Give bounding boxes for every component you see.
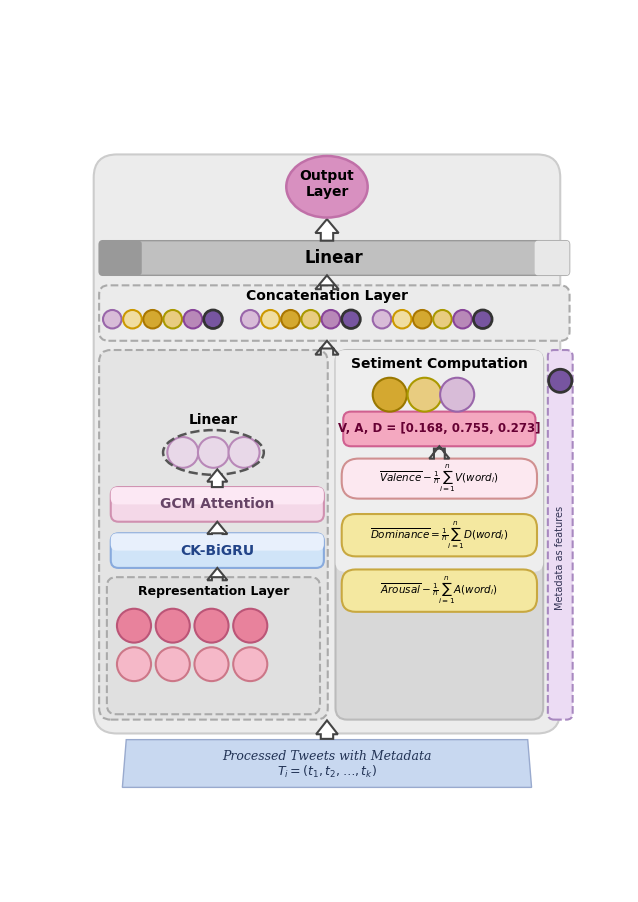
FancyBboxPatch shape xyxy=(342,514,537,557)
Text: $\overline{Valence} - \frac{1}{n}\sum_{i=1}^{n}V(word_i)$: $\overline{Valence} - \frac{1}{n}\sum_{i… xyxy=(380,463,500,494)
Circle shape xyxy=(454,310,472,328)
FancyBboxPatch shape xyxy=(111,533,324,568)
Circle shape xyxy=(117,609,151,642)
Ellipse shape xyxy=(286,156,367,217)
FancyBboxPatch shape xyxy=(548,350,573,720)
Circle shape xyxy=(261,310,279,328)
Circle shape xyxy=(204,310,223,328)
Circle shape xyxy=(408,378,441,411)
Circle shape xyxy=(440,378,474,411)
Text: Output
Layer: Output Layer xyxy=(300,169,354,198)
Circle shape xyxy=(281,310,300,328)
Circle shape xyxy=(195,648,228,681)
FancyBboxPatch shape xyxy=(111,487,324,521)
Circle shape xyxy=(117,648,151,681)
FancyBboxPatch shape xyxy=(107,577,320,714)
Polygon shape xyxy=(315,275,339,290)
Circle shape xyxy=(373,378,407,411)
Circle shape xyxy=(549,369,572,392)
Polygon shape xyxy=(316,721,338,739)
Text: $\overline{Arousal} - \frac{1}{n}\sum_{i=1}^{n}A(word_i)$: $\overline{Arousal} - \frac{1}{n}\sum_{i… xyxy=(380,575,498,606)
FancyBboxPatch shape xyxy=(342,458,537,499)
FancyBboxPatch shape xyxy=(342,569,537,612)
Circle shape xyxy=(228,437,260,468)
Circle shape xyxy=(373,310,391,328)
Circle shape xyxy=(241,310,260,328)
Polygon shape xyxy=(207,568,227,580)
Circle shape xyxy=(198,437,229,468)
Polygon shape xyxy=(207,469,227,487)
FancyBboxPatch shape xyxy=(535,241,570,275)
Text: Concatenation Layer: Concatenation Layer xyxy=(246,290,408,303)
Circle shape xyxy=(413,310,431,328)
Circle shape xyxy=(184,310,202,328)
FancyBboxPatch shape xyxy=(336,350,543,572)
FancyBboxPatch shape xyxy=(99,241,142,275)
Polygon shape xyxy=(315,219,339,241)
FancyBboxPatch shape xyxy=(99,285,570,341)
Polygon shape xyxy=(207,521,227,534)
Polygon shape xyxy=(122,740,531,787)
Circle shape xyxy=(393,310,412,328)
Text: CK-BiGRU: CK-BiGRU xyxy=(181,544,255,557)
FancyBboxPatch shape xyxy=(99,241,570,275)
Circle shape xyxy=(167,437,198,468)
Circle shape xyxy=(473,310,492,328)
Text: Processed Tweets with Metadata: Processed Tweets with Metadata xyxy=(222,750,432,763)
Circle shape xyxy=(156,609,189,642)
Circle shape xyxy=(156,648,189,681)
Text: $\overline{Dominance} = \frac{1}{n}\sum_{i=1}^{n}D(word_i)$: $\overline{Dominance} = \frac{1}{n}\sum_… xyxy=(370,520,508,551)
FancyBboxPatch shape xyxy=(99,350,328,720)
Text: $T_i = (t_1, t_2, \ldots, t_k)$: $T_i = (t_1, t_2, \ldots, t_k)$ xyxy=(277,764,377,780)
Circle shape xyxy=(301,310,320,328)
FancyBboxPatch shape xyxy=(94,154,560,733)
Circle shape xyxy=(123,310,142,328)
Circle shape xyxy=(163,310,182,328)
FancyBboxPatch shape xyxy=(111,533,324,550)
Polygon shape xyxy=(429,446,449,458)
FancyBboxPatch shape xyxy=(343,411,535,446)
Circle shape xyxy=(342,310,360,328)
Text: GCM Attention: GCM Attention xyxy=(160,497,274,511)
Text: Metadata as features: Metadata as features xyxy=(555,506,565,610)
Circle shape xyxy=(144,310,162,328)
Circle shape xyxy=(195,609,228,642)
Text: Setiment Computation: Setiment Computation xyxy=(351,357,528,371)
Polygon shape xyxy=(315,341,339,354)
Text: Linear: Linear xyxy=(189,413,238,427)
Text: Representation Layer: Representation Layer xyxy=(138,584,289,597)
Circle shape xyxy=(234,648,267,681)
Circle shape xyxy=(322,310,340,328)
Circle shape xyxy=(234,609,267,642)
FancyBboxPatch shape xyxy=(336,350,543,720)
Circle shape xyxy=(103,310,122,328)
FancyBboxPatch shape xyxy=(111,487,324,504)
Text: V, A, D = [0.168, 0.755, 0.273]: V, A, D = [0.168, 0.755, 0.273] xyxy=(338,422,540,436)
Text: Linear: Linear xyxy=(305,249,364,267)
Circle shape xyxy=(433,310,452,328)
